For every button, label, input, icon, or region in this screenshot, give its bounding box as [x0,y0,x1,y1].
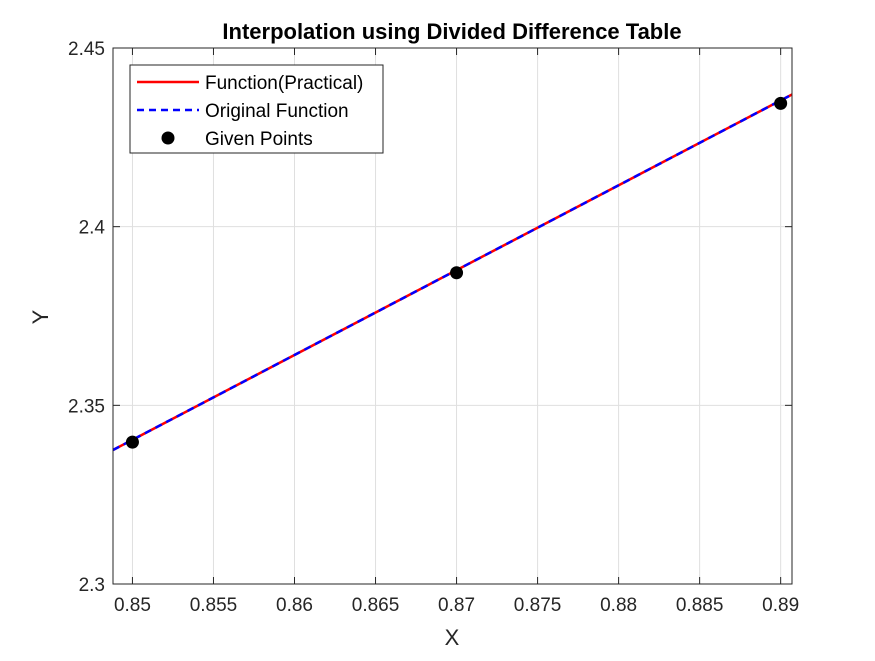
given-point-marker [450,266,464,280]
y-axis-label: Y [28,309,53,324]
chart-title: Interpolation using Divided Difference T… [222,19,681,44]
ticks [113,47,792,585]
x-tick-label: 0.875 [514,595,562,616]
legend-entry-label: Given Points [205,129,313,150]
x-tick-label: 0.89 [762,595,799,616]
y-tick-label: 2.4 [79,218,106,239]
given-point-marker [125,435,139,449]
x-tick-label: 0.88 [600,595,637,616]
x-tick-label: 0.87 [438,595,475,616]
x-tick-label: 0.885 [676,595,724,616]
x-tick-label: 0.865 [352,595,400,616]
given-point-marker [774,96,788,110]
legend: Function(Practical) Original Function Give… [129,64,384,154]
x-axis-label: X [445,625,460,650]
x-tick-label: 0.86 [276,595,313,616]
x-tick-label: 0.855 [190,595,238,616]
legend-entry-label: Function(Practical) [205,73,363,94]
y-tick-label: 2.35 [68,396,105,417]
original-function-line [112,93,793,452]
series-layer [112,93,793,452]
legend-marker [161,131,175,145]
y-tick-label: 2.3 [79,575,105,596]
x-tick-label: 0.85 [114,595,151,616]
tick-labels: 0.85 0.855 0.86 0.865 0.87 0.875 0.88 0.885 0.89… [68,39,799,616]
legend-entry-label: Original Function [205,101,349,122]
axes-box [112,47,793,585]
y-tick-label: 2.45 [68,39,105,60]
